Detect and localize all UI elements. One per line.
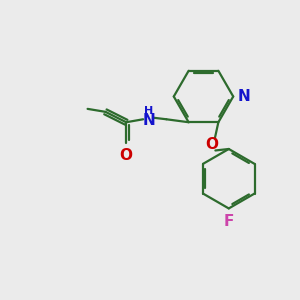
Text: N: N [142,113,155,128]
Text: H: H [144,106,153,116]
Text: N: N [237,89,250,104]
Text: O: O [205,137,218,152]
Text: F: F [224,214,234,229]
Text: O: O [120,148,133,163]
